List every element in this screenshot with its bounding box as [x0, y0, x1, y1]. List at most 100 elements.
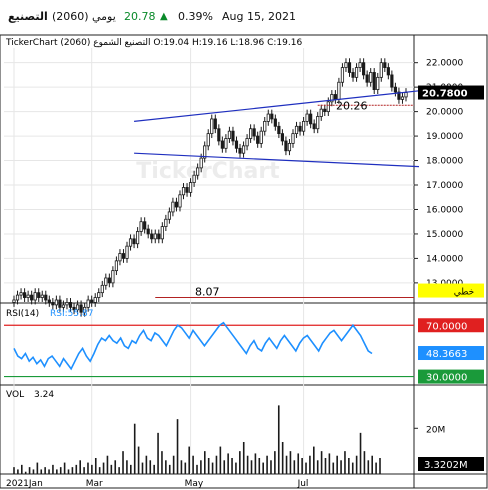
candle-body — [90, 299, 94, 303]
candle-body — [330, 94, 334, 103]
candle-body — [316, 116, 320, 130]
candle-body — [213, 118, 217, 130]
candle-body — [347, 62, 352, 73]
candle-body — [196, 167, 200, 176]
volume-tick-label: 20M — [426, 425, 445, 435]
candle-body — [238, 147, 242, 154]
candle-body — [266, 113, 270, 122]
candle-body — [47, 299, 51, 303]
candle-body — [83, 306, 87, 313]
stock-name: التصنيع — [8, 10, 48, 23]
candle-body — [337, 81, 341, 100]
candle-body — [26, 294, 30, 298]
candle-body — [157, 233, 161, 240]
candle-body — [111, 270, 115, 284]
rsi-last-badge — [418, 346, 484, 361]
rsi-last-value: 48.3663 — [426, 349, 467, 360]
candle-body — [270, 113, 274, 120]
candle-body — [358, 62, 362, 68]
candle-body — [171, 201, 175, 213]
candle-body — [40, 294, 44, 298]
candle-body — [210, 118, 214, 135]
candle-body — [294, 125, 299, 135]
candle-body — [160, 226, 164, 240]
candle-body — [54, 299, 58, 306]
candle-body — [241, 145, 246, 154]
candle-body — [249, 128, 253, 139]
candle-body — [178, 194, 182, 208]
candle-body — [61, 304, 66, 308]
candle-body — [217, 128, 221, 142]
scale-mode-label: خطي — [454, 288, 474, 298]
chart-header: TickerChart التصنيع الشموع (2060) O:19.0… — [5, 38, 302, 48]
candle-body — [79, 304, 83, 313]
candle-body — [277, 125, 281, 135]
candle-body — [199, 157, 203, 169]
last-price-value: 20.7800 — [422, 89, 468, 100]
annotation-label: 8.07 — [195, 286, 220, 299]
candle-body — [227, 130, 232, 139]
candle-body — [15, 294, 20, 301]
candle-body — [404, 92, 408, 98]
candle-body — [252, 128, 256, 137]
chart-frame — [0, 34, 488, 489]
scale-mode-badge — [418, 283, 484, 298]
candle-body — [234, 140, 239, 149]
candle-body — [114, 260, 119, 272]
price-tick-label: 22.0000 — [426, 59, 463, 69]
candle-body — [319, 108, 323, 117]
candle-body — [139, 221, 143, 232]
change-percent: 0.39% — [178, 10, 213, 23]
price-tick-label: 18.0000 — [426, 157, 463, 167]
up-arrow-icon: ▲ — [160, 11, 168, 22]
rsi-line — [13, 321, 373, 371]
candle-body — [220, 140, 224, 149]
candle-body — [323, 108, 327, 113]
candle-body — [146, 228, 150, 235]
candle-body — [245, 138, 249, 147]
candle-body — [305, 113, 309, 122]
candle-body — [121, 253, 126, 259]
candle-body — [72, 306, 76, 311]
candle-body — [192, 174, 196, 183]
watermark: TickerChart — [136, 159, 280, 184]
rsi-upper-value: 70.0000 — [426, 321, 467, 332]
candle-body — [37, 292, 41, 298]
candle-body — [372, 72, 376, 90]
price-tick-label: 19.0000 — [426, 132, 463, 142]
candle-body — [22, 292, 27, 298]
candle-body — [326, 101, 330, 113]
quote-bar: التصنيع (2060) يومي 20.78 ▲ 0.39% Aug 15… — [0, 0, 488, 33]
candle-body — [44, 294, 48, 301]
candle-body — [143, 221, 147, 230]
price-tick-label: 20.0000 — [426, 108, 463, 118]
candle-body — [376, 76, 380, 90]
candle-body — [128, 238, 133, 247]
rsi-label: RSI(14) — [6, 309, 39, 319]
candle-body — [203, 145, 207, 159]
candle-body — [153, 233, 157, 240]
candle-body — [309, 113, 313, 125]
trendline-upper — [134, 90, 420, 122]
candle-body — [386, 67, 390, 76]
candle-body — [390, 74, 394, 88]
candle-body — [97, 292, 101, 298]
candle-body — [259, 130, 263, 144]
candle-body — [100, 284, 104, 294]
candle-body — [344, 62, 348, 68]
volume-value-label: 3.24 — [34, 390, 54, 400]
candle-body — [280, 133, 284, 142]
candle-body — [86, 299, 90, 308]
candle-body — [107, 277, 111, 284]
candle-body — [93, 297, 97, 303]
candle-body — [397, 91, 401, 100]
candle-body — [181, 187, 186, 196]
stock-code: (2060) — [52, 10, 89, 23]
stock-chart[interactable]: TickerChart التصنيع الشموع (2060) O:19.0… — [0, 33, 488, 490]
candle-body — [150, 233, 154, 240]
price-tick-label: 16.0000 — [426, 205, 463, 215]
candle-body — [383, 62, 387, 68]
candle-body — [369, 72, 373, 83]
rsi-lower-badge — [418, 369, 484, 384]
x-tick-label: Jul — [297, 479, 309, 489]
